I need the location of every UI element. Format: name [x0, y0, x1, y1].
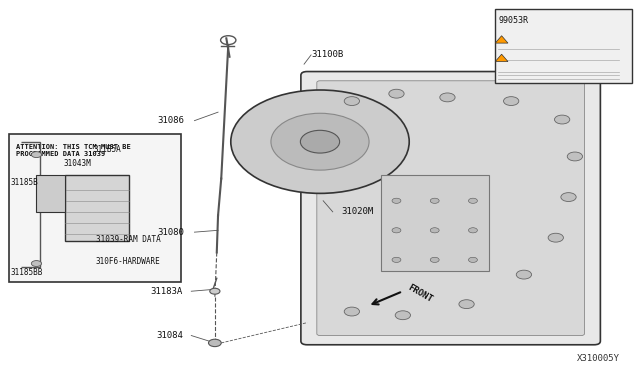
- Circle shape: [561, 193, 576, 202]
- Circle shape: [231, 90, 409, 193]
- Bar: [65, 175, 129, 241]
- Circle shape: [468, 257, 477, 262]
- Text: 31043M: 31043M: [64, 158, 92, 168]
- Circle shape: [554, 115, 570, 124]
- Circle shape: [392, 257, 401, 262]
- Text: 31084: 31084: [156, 331, 183, 340]
- Circle shape: [567, 152, 582, 161]
- Circle shape: [31, 152, 42, 158]
- FancyBboxPatch shape: [301, 71, 600, 345]
- Circle shape: [468, 228, 477, 233]
- Circle shape: [392, 198, 401, 203]
- Bar: [9, 134, 181, 282]
- FancyBboxPatch shape: [317, 81, 584, 336]
- Circle shape: [344, 307, 360, 316]
- Circle shape: [210, 288, 220, 294]
- Text: 31020M: 31020M: [341, 207, 373, 217]
- Text: 31185B: 31185B: [11, 178, 38, 187]
- Circle shape: [271, 113, 369, 170]
- Circle shape: [468, 198, 477, 203]
- Circle shape: [440, 93, 455, 102]
- Bar: [495, 9, 632, 83]
- Circle shape: [430, 228, 439, 233]
- Circle shape: [504, 97, 519, 106]
- Text: 311B5A: 311B5A: [94, 145, 122, 154]
- Circle shape: [430, 257, 439, 262]
- Circle shape: [389, 89, 404, 98]
- Circle shape: [31, 260, 42, 266]
- Text: 310F6-HARDWARE: 310F6-HARDWARE: [96, 257, 161, 266]
- Circle shape: [548, 233, 563, 242]
- Polygon shape: [495, 54, 508, 62]
- Circle shape: [459, 300, 474, 309]
- Circle shape: [209, 339, 221, 347]
- Text: 31080: 31080: [157, 228, 184, 237]
- Text: ATTENTION: THIS TCM MUST BE
PROGRAMMED DATA 31039: ATTENTION: THIS TCM MUST BE PROGRAMMED D…: [16, 144, 131, 157]
- Circle shape: [516, 270, 532, 279]
- Text: FRONT: FRONT: [406, 282, 434, 304]
- Circle shape: [344, 97, 360, 106]
- Bar: [36, 175, 65, 212]
- Text: 31185BB: 31185BB: [11, 268, 44, 277]
- Text: 31086: 31086: [157, 116, 184, 125]
- Text: X310005Y: X310005Y: [577, 354, 620, 363]
- Circle shape: [392, 228, 401, 233]
- Polygon shape: [495, 36, 508, 43]
- Text: 31100B: 31100B: [312, 51, 344, 60]
- Text: 31183A: 31183A: [151, 287, 183, 296]
- Circle shape: [300, 130, 340, 153]
- Bar: [381, 175, 489, 271]
- Text: 99053R: 99053R: [499, 16, 529, 25]
- Circle shape: [430, 198, 439, 203]
- Text: 31039-RAM DATA: 31039-RAM DATA: [96, 235, 161, 244]
- Circle shape: [395, 311, 410, 320]
